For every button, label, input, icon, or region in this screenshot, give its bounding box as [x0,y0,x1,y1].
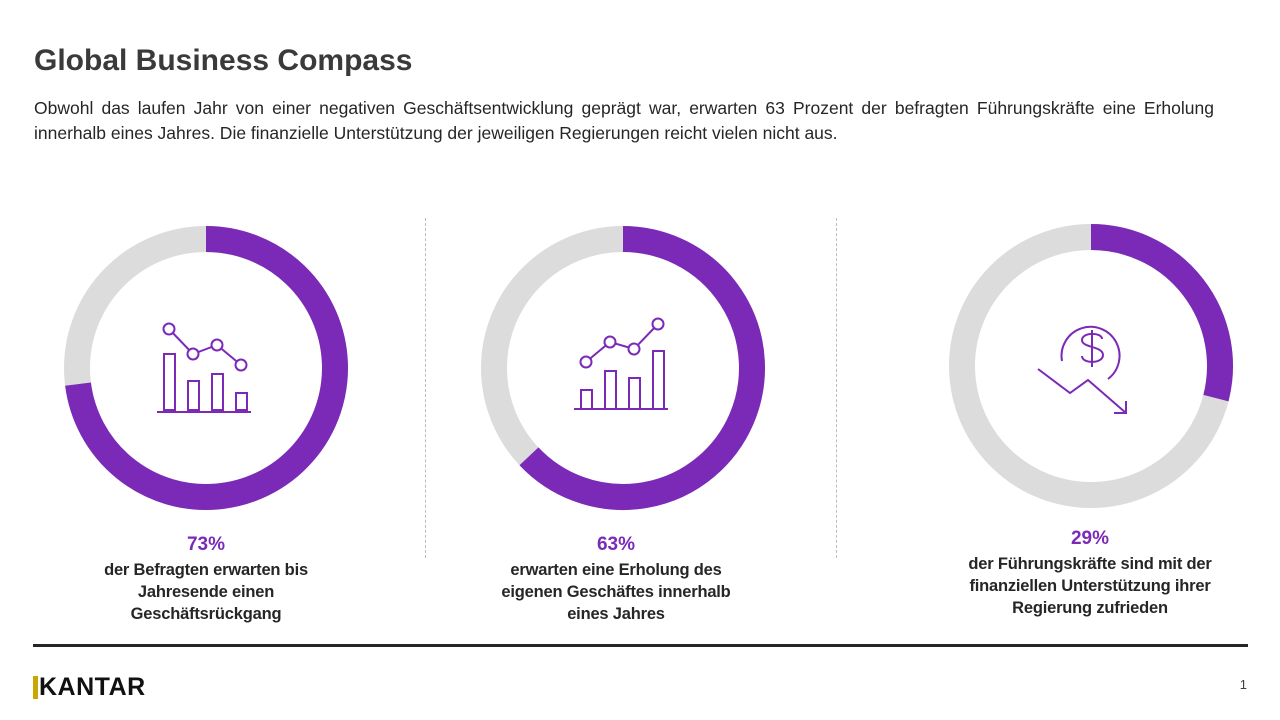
declining-chart-icon [157,322,251,413]
stat-description: der Befragten erwarten bis Jahresende ei… [104,561,308,623]
footer-rule [33,644,1248,647]
stat-description: erwarten eine Erholung des eigenen Gesch… [501,561,731,623]
page-title: Global Business Compass [34,44,413,77]
stat-block-3: 29% der Führungskräfte sind mit der fina… [930,527,1250,619]
donut-chart-1 [64,226,348,510]
column-divider [425,218,426,558]
stat-block-1: 73% der Befragten erwarten bis Jahresend… [46,533,366,625]
column-divider [836,218,837,558]
stat-block-2: 63% erwarten eine Erholung des eigenen G… [456,533,776,625]
rising-chart-icon [574,317,668,410]
donut-value-arc [65,226,348,510]
falling-dollar-icon [1037,325,1127,414]
stat-percent: 29% [1070,528,1110,549]
logo-text: KANTAR [39,672,146,701]
donut-chart-3 [949,224,1233,508]
logo-accent-bar [33,675,38,699]
donut-value-arc [1090,224,1233,402]
stat-description: der Führungskräfte sind mit der finanzie… [968,555,1212,617]
intro-paragraph: Obwohl das laufen Jahr von einer negativ… [34,98,1214,143]
kantar-logo: KANTAR [33,672,146,702]
stat-percent: 73% [186,534,226,555]
donut-chart-2 [481,226,765,510]
donut-value-arc [519,226,765,510]
stat-percent: 63% [596,534,636,555]
page-number: 1 [1239,677,1247,692]
